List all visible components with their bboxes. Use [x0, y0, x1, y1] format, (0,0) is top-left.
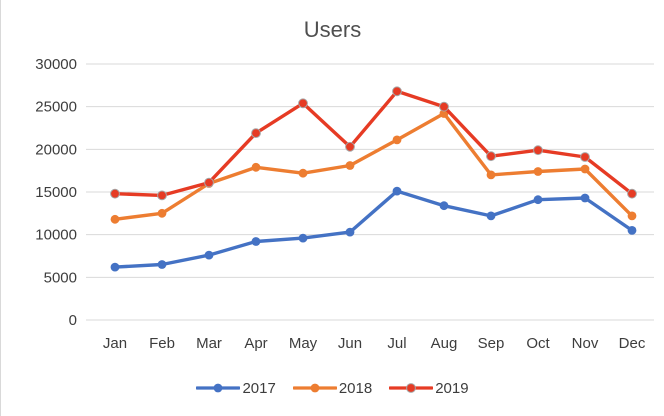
data-point-2017-Oct [533, 195, 543, 205]
y-tick-label: 10000 [35, 227, 77, 244]
x-tick-label: Jan [103, 335, 127, 352]
data-point-2017-Nov [580, 193, 590, 203]
y-tick-label: 0 [69, 312, 77, 329]
y-tick-label: 30000 [35, 56, 77, 73]
data-point-2017-Aug [439, 201, 449, 211]
data-point-2018-May [298, 168, 308, 178]
data-point-2019-Jul [392, 86, 402, 97]
series-line-2019 [113, 89, 634, 198]
x-tick-label: Aug [431, 335, 458, 352]
x-tick-label: Nov [572, 335, 599, 352]
data-point-2017-Sep [486, 211, 496, 221]
data-point-2018-Dec [627, 211, 637, 221]
data-point-2017-Jun [345, 227, 355, 237]
data-point-2018-Jul [392, 135, 402, 145]
data-point-2019-Apr [251, 128, 261, 139]
data-point-2017-Dec [627, 226, 637, 235]
data-point-2017-Feb [157, 260, 167, 269]
data-point-2018-Sep [486, 170, 496, 180]
data-point-2018-Jun [345, 161, 355, 170]
data-point-2018-Jan [110, 214, 120, 224]
x-tick-label: Sep [478, 335, 505, 352]
data-point-2019-Nov [580, 152, 590, 162]
legend-item-2019: 2019 [389, 379, 469, 397]
data-point-2019-Oct [533, 145, 543, 156]
legend-label-2017: 2017 [242, 379, 276, 397]
legend-label-2019: 2019 [435, 379, 469, 397]
data-point-2018-Feb [157, 208, 167, 218]
data-point-2017-Jul [392, 186, 402, 196]
y-tick-label: 15000 [35, 184, 77, 201]
series-line-2017 [113, 189, 634, 269]
legend-marker-2019 [389, 383, 434, 393]
data-point-2018-Apr [251, 162, 261, 172]
y-tick-label: 25000 [35, 99, 77, 116]
chart-legend: 2017 2018 2019 [1, 376, 664, 400]
chart-title: Users [303, 17, 362, 42]
data-point-2019-Feb [157, 190, 167, 201]
data-point-2019-Mar [204, 177, 214, 188]
x-tick-label: Jul [387, 335, 406, 352]
data-point-2017-Jan [110, 262, 120, 272]
x-tick-label: Mar [196, 335, 222, 352]
legend-item-2018: 2018 [292, 379, 373, 397]
x-tick-label: Jun [338, 335, 362, 352]
data-point-2019-Sep [486, 151, 496, 162]
data-point-2018-Nov [580, 164, 590, 174]
x-tick-label: Feb [149, 335, 175, 352]
data-point-2019-Dec [627, 188, 637, 199]
legend-marker-2017 [196, 383, 241, 393]
series-line-2018 [113, 111, 634, 222]
data-point-2019-Aug [439, 101, 449, 112]
data-point-2019-Jun [345, 141, 355, 152]
line-chart-plot: 0 5000 10000 15000 20000 25000 30000 Jan Feb Mar A… [35, 56, 654, 352]
x-tick-label: Dec [619, 335, 646, 352]
legend-marker-2018 [292, 383, 337, 393]
data-point-2019-May [298, 98, 308, 109]
y-tick-label: 5000 [44, 269, 77, 286]
legend-label-2018: 2018 [338, 379, 373, 397]
y-tick-label: 20000 [35, 141, 77, 158]
data-point-2017-May [298, 233, 308, 243]
x-tick-label: Apr [244, 335, 267, 352]
x-tick-label: Oct [526, 335, 550, 352]
legend-item-2017: 2017 [196, 379, 276, 397]
data-point-2018-Oct [533, 167, 543, 176]
data-point-2019-Jan [110, 188, 120, 199]
data-point-2017-Apr [251, 237, 261, 246]
data-point-2017-Mar [204, 250, 214, 260]
x-tick-label: May [289, 335, 318, 352]
